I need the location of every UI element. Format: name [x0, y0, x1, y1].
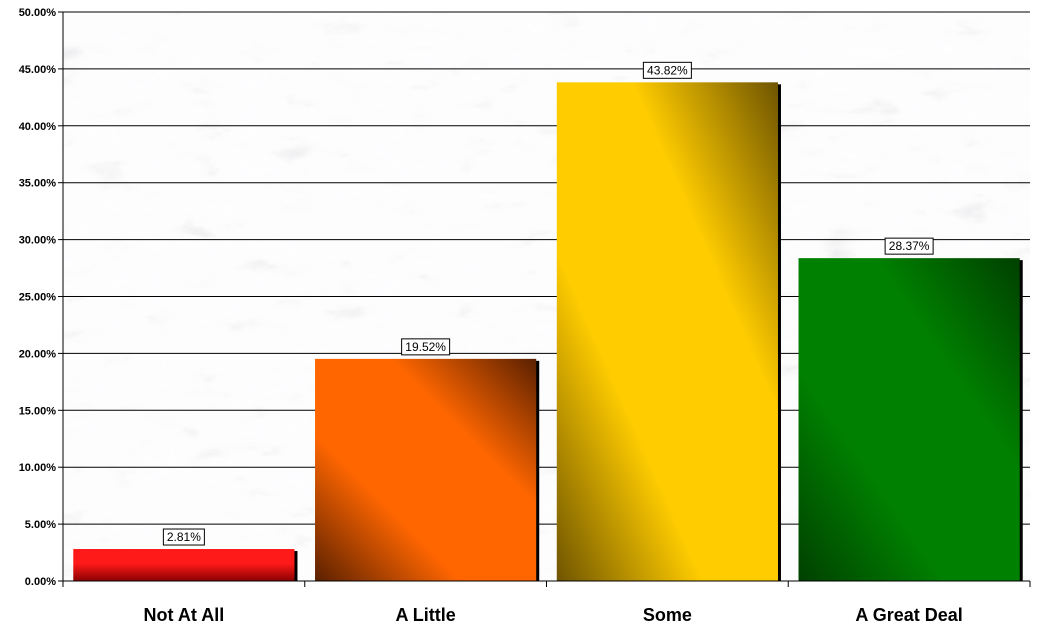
data-label-text: 2.81%	[167, 530, 201, 544]
y-axis-tick-labels: 0.00% 5.00% 10.00% 15.00% 20.00% 25.00% 30.00%…	[19, 7, 57, 588]
y-tick-label: 50.00%	[19, 7, 57, 19]
data-label-text: 19.52%	[405, 340, 446, 354]
x-axis-category-labels: Not At All A Little Some A Great Deal	[144, 605, 963, 625]
data-label-text: 43.82%	[647, 63, 688, 77]
y-tick-label: 30.00%	[19, 235, 57, 247]
data-label-box	[642, 61, 692, 79]
y-tick-label: 35.00%	[19, 178, 57, 190]
data-label: 19.52%	[401, 338, 451, 356]
data-label-box	[162, 528, 205, 546]
y-tick-label: 20.00%	[19, 348, 57, 360]
axes	[58, 11, 1031, 587]
data-label-box	[401, 338, 451, 356]
y-tick-label: 25.00%	[19, 292, 57, 304]
y-tick-label: 10.00%	[19, 462, 57, 474]
bar-a-great-deal	[798, 258, 1020, 581]
bars	[73, 82, 1023, 581]
y-tick-label: 15.00%	[19, 405, 57, 417]
x-category-label: Some	[643, 605, 692, 625]
x-category-label: A Little	[395, 605, 455, 625]
data-label-box	[884, 237, 934, 255]
y-tick-label: 40.00%	[19, 121, 57, 133]
data-label: 28.37%	[884, 237, 934, 255]
bar-a-little	[315, 358, 537, 581]
data-labels: 2.81% 19.52% 43.82% 28.37%	[162, 61, 934, 546]
bar-not-at-all	[73, 549, 295, 581]
y-tick-label: 0.00%	[25, 576, 56, 588]
x-category-label: A Great Deal	[855, 605, 962, 625]
y-tick-label: 5.00%	[25, 519, 56, 531]
data-label: 2.81%	[162, 528, 205, 546]
x-category-label: Not At All	[144, 605, 225, 625]
y-tick-label: 45.00%	[19, 64, 57, 76]
bar-some	[556, 82, 778, 581]
data-label: 43.82%	[642, 61, 692, 79]
data-label-text: 28.37%	[889, 239, 930, 253]
